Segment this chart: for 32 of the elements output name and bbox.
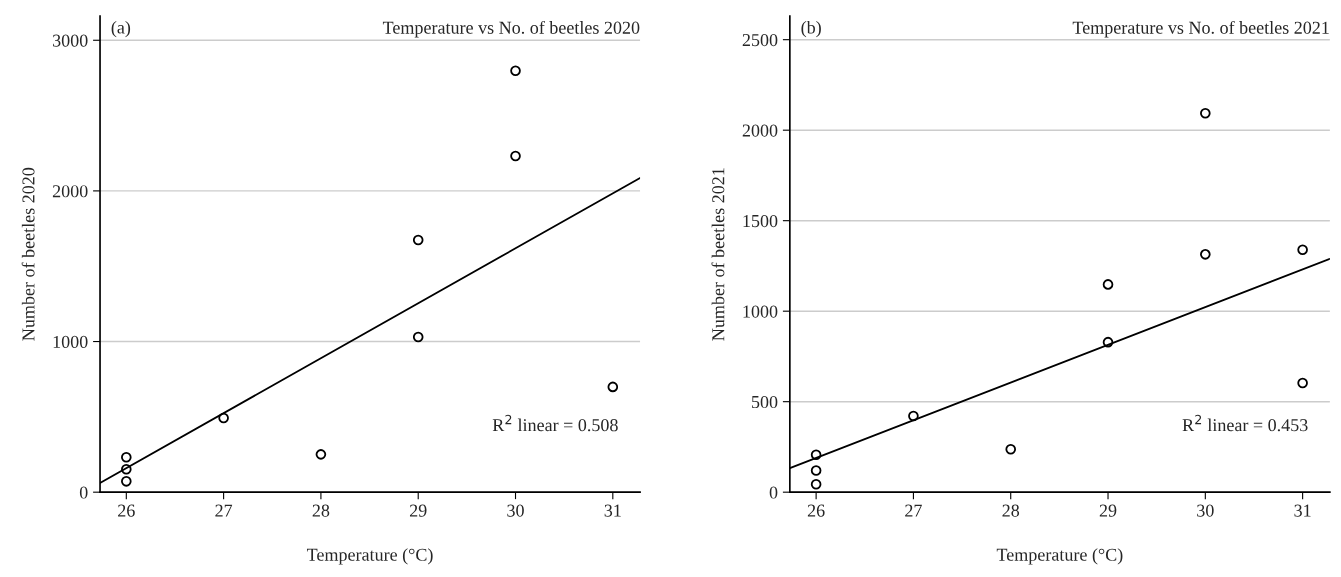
x-tick-label: 27 <box>215 504 233 517</box>
annotation: (b) <box>801 20 821 38</box>
x-tick-label: 28 <box>1002 504 1020 517</box>
x-tick-label: 29 <box>409 504 427 517</box>
y-tick-label: 2000 <box>52 185 88 198</box>
y-tick-label: 500 <box>752 395 778 409</box>
x-tick-label: 28 <box>312 504 330 517</box>
x-tick-label: 30 <box>1197 504 1214 517</box>
y-tick-label: 1000 <box>53 335 88 348</box>
annotation: R$^{2}$ linear = 0.508 <box>492 414 618 432</box>
y-tick-label: 2500 <box>742 33 778 47</box>
x-axis-title: Temperature (°C) <box>306 548 433 565</box>
chart-title: Temperature vs No. of beetles 2020 <box>382 20 640 38</box>
y-axis-title: Number of beetles 2021 <box>711 168 725 341</box>
x-tick-label: 31 <box>604 504 621 517</box>
x-tick-label: 27 <box>905 504 922 517</box>
y-tick-label: 1500 <box>743 214 778 228</box>
x-tick-label: 30 <box>507 504 524 517</box>
x-axis-title: Temperature (°C) <box>996 548 1123 565</box>
y-axis-title: Number of beetles 2020 <box>21 167 35 341</box>
chart-title: Temperature vs No. of beetles 2021 <box>1072 20 1329 38</box>
y-tick-label: 1000 <box>743 305 778 318</box>
x-tick-label: 29 <box>1099 504 1117 517</box>
x-tick-label: 31 <box>1294 504 1311 517</box>
annotation: (a) <box>111 20 131 38</box>
x-tick-label: 26 <box>807 504 825 517</box>
y-tick-label: 0 <box>79 486 88 499</box>
y-tick-label: 3000 <box>52 34 88 47</box>
y-tick-label: 2000 <box>742 124 778 137</box>
y-tick-label: 0 <box>769 486 778 499</box>
x-tick-label: 26 <box>118 504 135 517</box>
annotation: R$^{2}$ linear = 0.453 <box>1182 414 1308 432</box>
